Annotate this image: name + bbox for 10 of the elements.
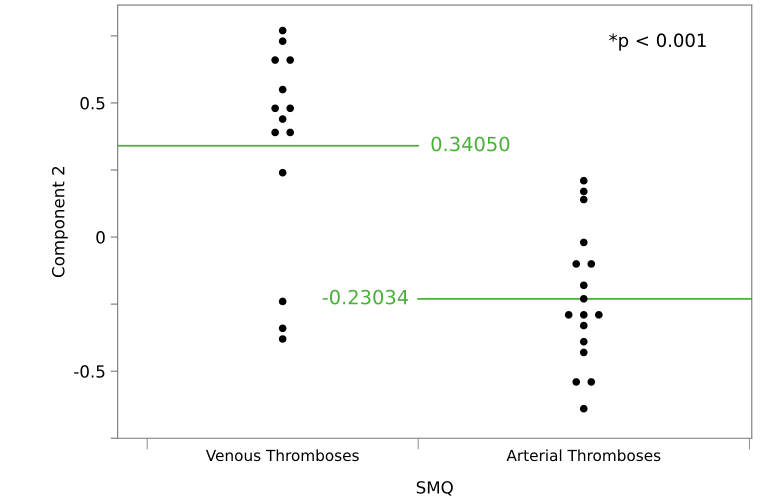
y-axis-title: Component 2: [52, 166, 68, 278]
x-axis-title: SMQ: [416, 481, 453, 496]
x-tick-label: Venous Thromboses: [206, 449, 359, 462]
x-tick-label: Arterial Thromboses: [506, 449, 660, 462]
y-tick-label: 0.5: [80, 96, 104, 110]
ref-line-label: 0.34050: [431, 136, 510, 152]
annotation: *p < 0.001: [609, 33, 706, 51]
y-tick-label: 0: [96, 231, 105, 244]
y-tick-label: -0.5: [74, 365, 104, 378]
ref-line-label: -0.23034: [322, 290, 408, 304]
